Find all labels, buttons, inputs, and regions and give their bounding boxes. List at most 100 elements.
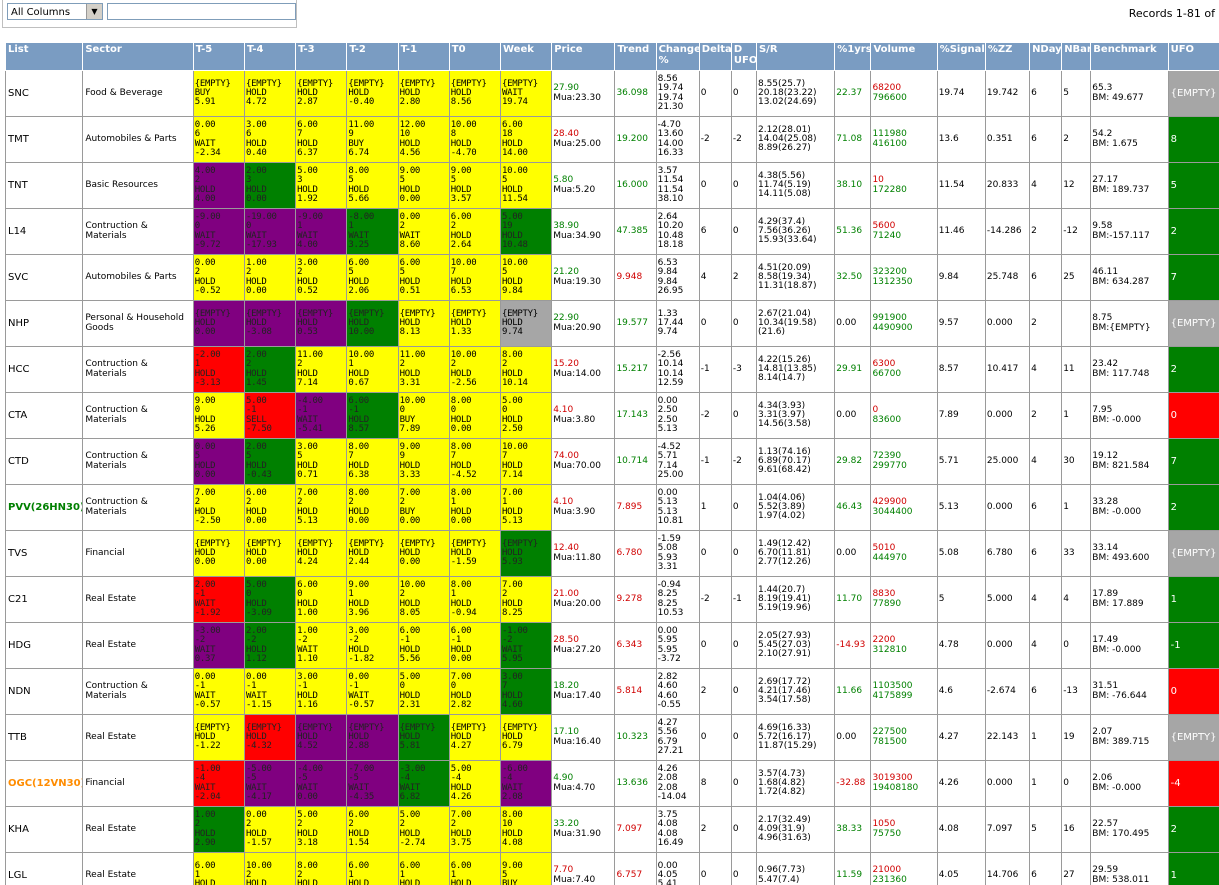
- column-header-nday[interactable]: NDay: [1029, 42, 1063, 71]
- d-ufo-cell: 0: [730, 300, 757, 347]
- nbar-cell: 5: [1061, 70, 1092, 117]
- volume-cell: 429900 3044400: [870, 484, 938, 531]
- column-header-d-ufo[interactable]: D UFO: [730, 42, 757, 71]
- benchmark-value: 8.75: [1092, 313, 1113, 324]
- ticker-cell[interactable]: NDN: [5, 668, 84, 715]
- column-header-trend[interactable]: Trend: [614, 42, 657, 71]
- benchmark-bm: BM: 189.737: [1092, 184, 1150, 195]
- price-cell: 15.20 Mua:14.00: [551, 346, 616, 393]
- ticker-cell[interactable]: CTA: [5, 392, 84, 439]
- column-header-1yrs[interactable]: %1yrs: [834, 42, 872, 71]
- nbar-cell: 0: [1061, 622, 1092, 669]
- benchmark-bm: BM: -0.000: [1092, 506, 1142, 517]
- buy-price: Mua:7.40: [553, 874, 596, 885]
- benchmark-value: 7.95: [1092, 405, 1113, 416]
- ticker-cell[interactable]: TMT: [5, 116, 84, 163]
- column-header-t-4[interactable]: T-4: [243, 42, 297, 71]
- signal-cell: 10.00 2 HOLD -2.56: [448, 346, 501, 393]
- table-row[interactable]: NDN Contruction & Materials 0.00 -1 WAIT -…: [5, 668, 1219, 715]
- trend-cell: 9.278: [614, 576, 657, 623]
- chevron-down-icon[interactable]: ▼: [86, 4, 102, 19]
- ticker-cell[interactable]: TTB: [5, 714, 84, 761]
- buy-price: Mua:5.20: [553, 184, 596, 195]
- table-row[interactable]: HDG Real Estate -3.00 -2 WAIT 0.37 2.00 -2 …: [5, 622, 1219, 669]
- column-header-benchmark[interactable]: Benchmark: [1090, 42, 1169, 71]
- table-row[interactable]: LGL Real Estate 6.00 1 HOLD 10.00 2 HOLD 8.0…: [5, 852, 1219, 885]
- column-header-t-1[interactable]: T-1: [397, 42, 450, 71]
- column-header-t-2[interactable]: T-2: [346, 42, 399, 71]
- zz-cell: 14.706: [984, 852, 1031, 885]
- column-header-signal[interactable]: %Signal: [936, 42, 986, 71]
- signal-pct-cell: 4.27: [936, 714, 986, 761]
- table-row[interactable]: SVC Automobiles & Parts 0.00 2 HOLD -0.52 1…: [5, 254, 1219, 301]
- table-row[interactable]: HCC Contruction & Materials -2.00 1 HOLD -…: [5, 346, 1219, 393]
- buy-price: Mua:25.00: [553, 138, 601, 149]
- column-header-t0[interactable]: T0: [448, 42, 501, 71]
- price-cell: 74.00 Mua:70.00: [551, 438, 616, 485]
- column-header-nbar[interactable]: NBar: [1061, 42, 1092, 71]
- ticker-cell[interactable]: CTD: [5, 438, 84, 485]
- table-row[interactable]: L14 Contruction & Materials -9.00 0 WAIT -…: [5, 208, 1219, 255]
- ticker-cell[interactable]: L14: [5, 208, 84, 255]
- signal-cell: 8.00 0 HOLD 0.00: [448, 392, 501, 439]
- table-row[interactable]: OGC(12VN30) Financial -1.00 -4 WAIT -2.04-…: [5, 760, 1219, 807]
- delta-cell: 8: [698, 760, 732, 807]
- column-header-week[interactable]: Week: [499, 42, 553, 71]
- ticker-cell[interactable]: TVS: [5, 530, 84, 577]
- signal-cell: {EMPTY} HOLD -1.22: [192, 714, 245, 761]
- column-header-ufo[interactable]: UFO: [1167, 42, 1219, 71]
- column-header-volume[interactable]: Volume: [870, 42, 938, 71]
- nday-cell: 2: [1029, 392, 1063, 439]
- ticker-cell[interactable]: LGL: [5, 852, 84, 885]
- ticker-cell[interactable]: HDG: [5, 622, 84, 669]
- column-header-change[interactable]: Change %: [655, 42, 700, 71]
- column-header-t-3[interactable]: T-3: [295, 42, 348, 71]
- ticker-cell[interactable]: OGC(12VN30): [5, 760, 84, 807]
- column-header-s-r[interactable]: S/R: [755, 42, 836, 71]
- table-row[interactable]: TTB Real Estate {EMPTY} HOLD -1.22 {EMPTY} …: [5, 714, 1219, 761]
- benchmark-value: 33.14: [1092, 543, 1119, 554]
- ticker-cell[interactable]: SNC: [5, 70, 84, 117]
- ticker-cell[interactable]: TNT: [5, 162, 84, 209]
- column-header-list[interactable]: List: [5, 42, 84, 71]
- sector-cell: Real Estate: [82, 852, 194, 885]
- table-row[interactable]: TNT Basic Resources 4.00 2 HOLD 4.00 2.00 3…: [5, 162, 1219, 209]
- toolbar: All Columns ▼ Records 1-81 of: [0, 0, 1219, 40]
- column-header-delta[interactable]: Delta: [698, 42, 732, 71]
- sector-cell: Contruction & Materials: [82, 484, 194, 531]
- zz-cell: 5.000: [984, 576, 1031, 623]
- table-row[interactable]: CTA Contruction & Materials 9.00 0 HOLD 5.…: [5, 392, 1219, 439]
- column-header-sector[interactable]: Sector: [82, 42, 194, 71]
- column-header-t-5[interactable]: T-5: [192, 42, 245, 71]
- price-value: 22.90: [553, 313, 579, 324]
- column-select-value: All Columns: [11, 7, 71, 18]
- signal-cell: 6.00 5 HOLD 2.06: [346, 254, 399, 301]
- ticker-cell[interactable]: C21: [5, 576, 84, 623]
- ticker-cell[interactable]: PVV(26HN30): [5, 484, 84, 531]
- table-row[interactable]: C21 Real Estate 2.00 -1 WAIT -1.92 5.00 0 H…: [5, 576, 1219, 623]
- column-select[interactable]: All Columns ▼: [7, 3, 103, 20]
- table-row[interactable]: PVV(26HN30) Contruction & Materials 7.00 2…: [5, 484, 1219, 531]
- ticker-cell[interactable]: HCC: [5, 346, 84, 393]
- signal-cell: 8.00 2 HOLD 10.14: [499, 346, 553, 393]
- signal-cell: {EMPTY} HOLD 0.00: [192, 530, 245, 577]
- table-row[interactable]: TVS Financial {EMPTY} HOLD 0.00 {EMPTY} HOL…: [5, 530, 1219, 577]
- table-row[interactable]: SNC Food & Beverage {EMPTY} BUY 5.91 {EMPTY…: [5, 70, 1219, 117]
- ticker-cell[interactable]: NHP: [5, 300, 84, 347]
- ufo-cell: 0: [1167, 668, 1219, 715]
- column-header-price[interactable]: Price: [551, 42, 616, 71]
- volume-value: 6300: [872, 359, 896, 370]
- ticker-cell[interactable]: KHA: [5, 806, 84, 853]
- volume-value: 429900: [872, 497, 907, 508]
- search-input[interactable]: [107, 3, 296, 20]
- signal-cell: 5.00 -1 SELL -7.50: [243, 392, 297, 439]
- table-row[interactable]: KHA Real Estate 1.00 2 HOLD 2.90 0.00 2 HOL…: [5, 806, 1219, 853]
- signal-cell: 0.00 6 WAIT -2.34: [192, 116, 245, 163]
- change-cell: -2.56 10.14 10.14 12.59: [655, 346, 700, 393]
- sr-cell: 0.96(7.73) 5.47(7.4): [755, 852, 836, 885]
- column-header-zz[interactable]: %ZZ: [984, 42, 1031, 71]
- table-row[interactable]: NHP Personal & Household Goods {EMPTY} HOL…: [5, 300, 1219, 347]
- table-row[interactable]: CTD Contruction & Materials 0.00 5 HOLD 0.…: [5, 438, 1219, 485]
- ticker-cell[interactable]: SVC: [5, 254, 84, 301]
- table-row[interactable]: TMT Automobiles & Parts 0.00 6 WAIT -2.34 3…: [5, 116, 1219, 163]
